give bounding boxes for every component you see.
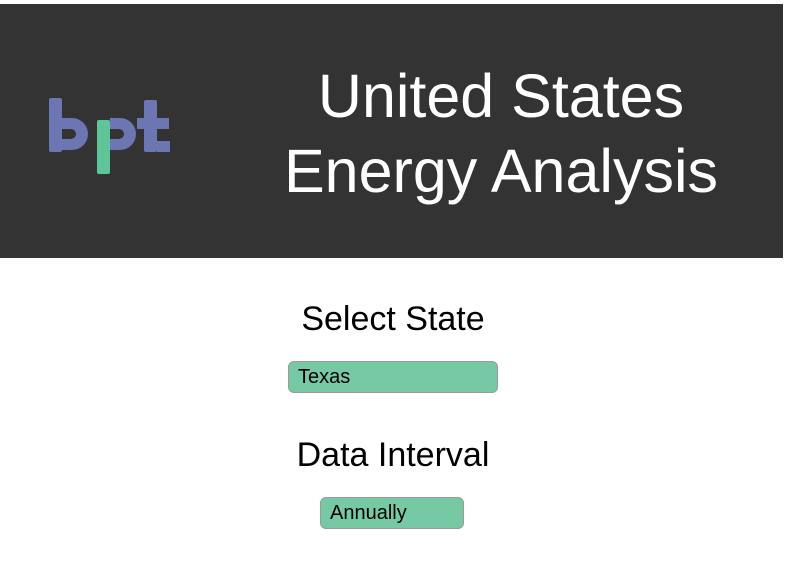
bpt-logo [49, 98, 170, 174]
state-select[interactable]: Texas [288, 361, 498, 393]
page-header: United States Energy Analysis [0, 4, 783, 258]
page-title: United States Energy Analysis [246, 59, 756, 209]
data-interval-select[interactable]: Annually [320, 497, 464, 529]
select-state-heading: Select State [301, 300, 485, 338]
page-title-line2: Energy Analysis [284, 137, 718, 205]
page-title-line1: United States [317, 62, 685, 130]
data-interval-heading: Data Interval [296, 436, 490, 474]
